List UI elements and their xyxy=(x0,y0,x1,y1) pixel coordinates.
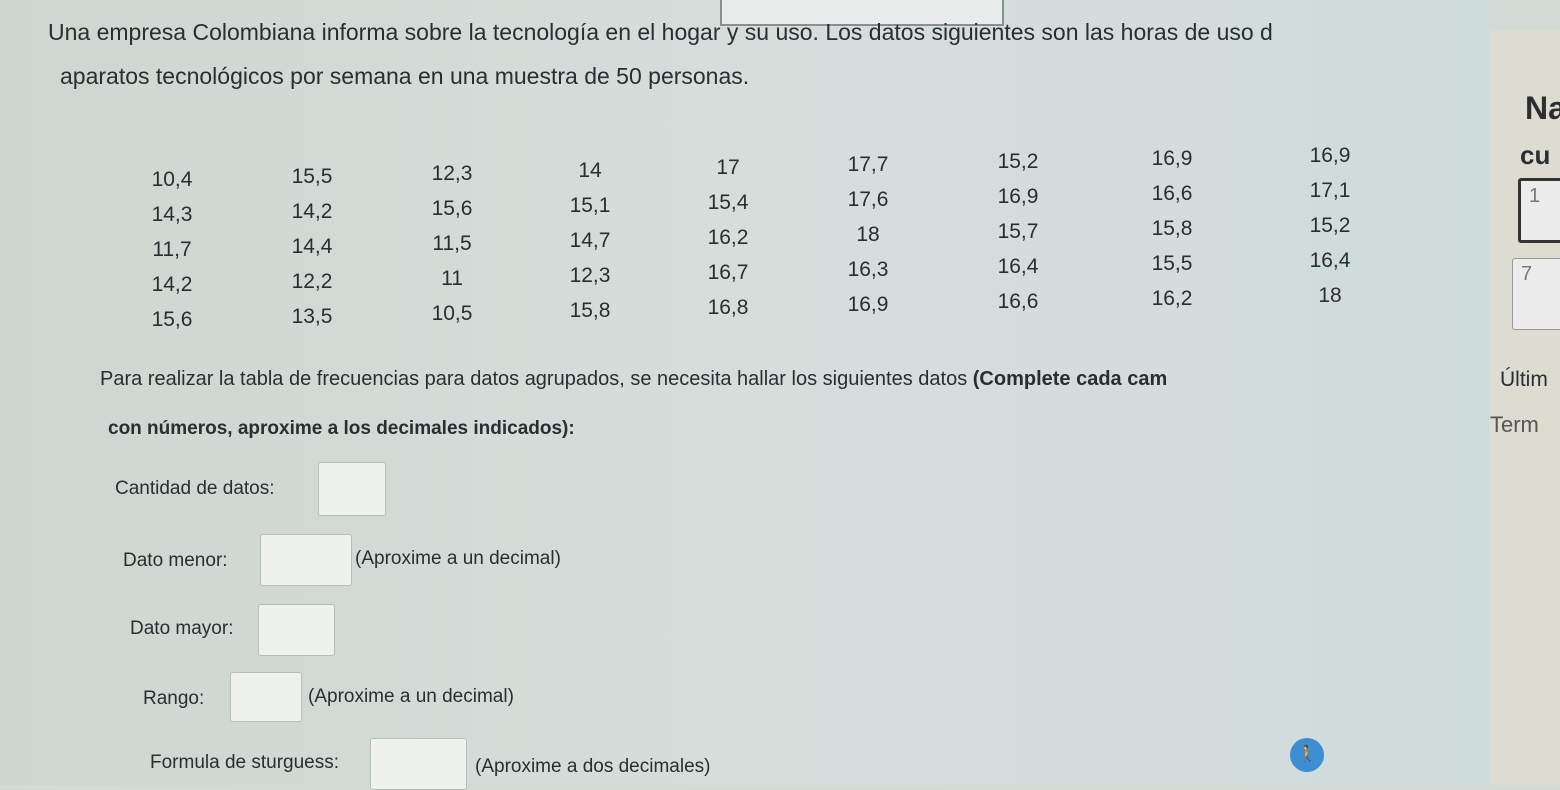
table-cell: 10,5 xyxy=(431,302,473,325)
intro-line-1: Una empresa Colombiana informa sobre la … xyxy=(48,19,1273,45)
table-cell: 17,7 xyxy=(847,153,889,176)
table-cell: 14 xyxy=(578,159,602,182)
instructions: Para realizar la tabla de frecuencias pa… xyxy=(100,368,1167,391)
rango-hint: (Aproxime a un decimal) xyxy=(308,686,514,707)
instructions-text: Para realizar la tabla de frecuencias pa… xyxy=(100,368,973,390)
rango-label: Rango: xyxy=(143,688,205,709)
question-nav-7[interactable]: 7 xyxy=(1512,258,1560,330)
table-cell: 16,9 xyxy=(1151,147,1193,170)
table-cell: 12,3 xyxy=(569,264,611,287)
table-cell: 16,4 xyxy=(1309,249,1351,272)
table-cell: 18 xyxy=(1318,284,1342,307)
table-cell: 14,3 xyxy=(151,203,193,226)
instructions-line-2: con números, aproxime a los decimales in… xyxy=(108,418,575,439)
table-cell: 15,4 xyxy=(707,191,749,214)
table-cell: 15,8 xyxy=(569,299,611,322)
sturgess-hint: (Aproxime a dos decimales) xyxy=(475,756,711,777)
sidebar-term[interactable]: Term xyxy=(1490,412,1539,437)
intro-line-2: aparatos tecnológicos por semana en una … xyxy=(60,63,750,89)
table-cell: 11,5 xyxy=(432,232,472,255)
table-cell: 15,5 xyxy=(291,165,333,188)
question-panel xyxy=(0,0,1490,785)
table-cell: 16,3 xyxy=(847,258,889,281)
table-cell: 16,9 xyxy=(847,293,889,316)
table-cell: 11 xyxy=(441,267,463,290)
intro-text: Una empresa Colombiana informa sobre la … xyxy=(48,10,1273,98)
cantidad-label: Cantidad de datos: xyxy=(115,478,275,499)
top-frame xyxy=(720,0,1004,26)
table-cell: 16,6 xyxy=(997,290,1039,313)
table-cell: 15,8 xyxy=(1151,217,1193,240)
dato-mayor-input[interactable] xyxy=(258,604,335,656)
dato-menor-hint: (Aproxime a un decimal) xyxy=(355,548,561,569)
table-cell: 11,7 xyxy=(152,238,192,261)
table-cell: 16,2 xyxy=(707,226,749,249)
table-cell: 16,8 xyxy=(707,296,749,319)
sturgess-label: Formula de sturguess: xyxy=(150,752,340,773)
cantidad-input[interactable] xyxy=(318,462,386,516)
table-cell: 15,6 xyxy=(151,308,193,331)
rango-input[interactable] xyxy=(230,672,302,722)
table-cell: 16,4 xyxy=(997,255,1039,278)
table-cell: 15,7 xyxy=(997,220,1039,243)
table-cell: 17,1 xyxy=(1309,179,1351,202)
table-cell: 16,7 xyxy=(707,261,749,284)
table-cell: 17,6 xyxy=(847,188,889,211)
table-cell: 14,2 xyxy=(291,200,333,223)
table-cell: 16,2 xyxy=(1151,287,1193,310)
instructions-bold: (Complete cada cam xyxy=(972,368,1168,390)
sidebar-ultimo: Últim xyxy=(1500,368,1548,391)
sturgess-input[interactable] xyxy=(370,738,467,790)
dato-menor-input[interactable] xyxy=(260,534,352,586)
table-cell: 10,4 xyxy=(151,168,193,191)
table-cell: 13,5 xyxy=(291,305,333,328)
table-cell: 14,4 xyxy=(291,235,333,258)
table-cell: 16,9 xyxy=(1309,144,1351,167)
table-cell: 15,1 xyxy=(569,194,611,217)
table-cell: 16,9 xyxy=(997,185,1039,208)
question-nav-1[interactable]: 1 xyxy=(1518,178,1560,243)
table-cell: 15,2 xyxy=(1309,214,1351,237)
table-cell: 18 xyxy=(856,223,880,246)
table-cell: 15,6 xyxy=(431,197,473,220)
table-cell: 14,2 xyxy=(151,273,193,296)
table-cell: 16,6 xyxy=(1151,182,1193,205)
accessibility-icon[interactable]: 🚶 xyxy=(1290,738,1324,772)
dato-mayor-label: Dato mayor: xyxy=(130,618,234,639)
right-sidebar xyxy=(1490,30,1560,785)
dato-menor-label: Dato menor: xyxy=(123,550,228,571)
table-cell: 15,5 xyxy=(1151,252,1193,275)
table-cell: 17 xyxy=(716,156,740,179)
table-cell: 12,3 xyxy=(431,162,473,185)
table-cell: 14,7 xyxy=(569,229,611,252)
table-cell: 15,2 xyxy=(997,150,1039,173)
sidebar-heading: Na xyxy=(1525,90,1560,126)
sidebar-subheading: cu xyxy=(1520,140,1551,170)
table-cell: 12,2 xyxy=(291,270,333,293)
